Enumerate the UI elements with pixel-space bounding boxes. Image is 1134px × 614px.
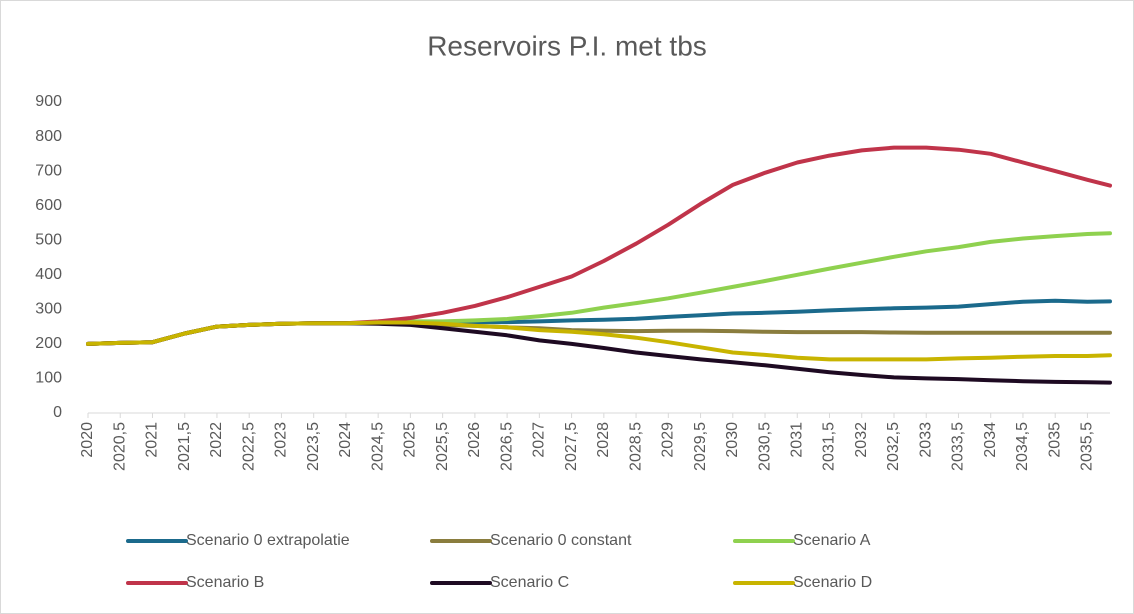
x-tick-label: 2035,5 xyxy=(1079,422,1096,471)
x-tick-label: 2031,5 xyxy=(821,422,838,471)
y-tick-label: 100 xyxy=(35,370,62,387)
x-tick-label: 2021,5 xyxy=(176,422,193,471)
x-tick-label: 2027 xyxy=(531,422,548,458)
x-tick-label: 2026,5 xyxy=(498,422,515,471)
y-tick-label: 900 xyxy=(35,93,62,110)
x-tick-label: 2024 xyxy=(337,422,354,458)
x-tick-label: 2032,5 xyxy=(885,422,902,471)
x-tick-label: 2026 xyxy=(466,422,483,458)
x-tick-label: 2020 xyxy=(79,422,96,458)
x-tick-label: 2021 xyxy=(144,422,161,458)
legend-label: Scenario B xyxy=(186,574,264,591)
y-tick-label: 300 xyxy=(35,301,62,318)
x-tick-label: 2022,5 xyxy=(240,422,257,471)
x-tick-label: 2020,5 xyxy=(111,422,128,471)
x-tick-label: 2025 xyxy=(402,422,419,458)
x-tick-label: 2033 xyxy=(917,422,934,458)
x-tick-label: 2023,5 xyxy=(305,422,322,471)
x-tick-label: 2030,5 xyxy=(756,422,773,471)
x-tick-label: 2034 xyxy=(982,422,999,458)
x-tick-label: 2031 xyxy=(788,422,805,458)
x-tick-label: 2028,5 xyxy=(627,422,644,471)
chart-title: Reservoirs P.I. met tbs xyxy=(427,30,707,61)
x-tick-label: 2025,5 xyxy=(434,422,451,471)
y-tick-label: 700 xyxy=(35,162,62,179)
legend-label: Scenario D xyxy=(793,574,872,591)
x-tick-label: 2030 xyxy=(724,422,741,458)
x-tick-label: 2028 xyxy=(595,422,612,458)
series-line xyxy=(86,320,1112,362)
y-tick-label: 500 xyxy=(35,231,62,248)
y-tick-label: 600 xyxy=(35,197,62,214)
x-tick-label: 2029 xyxy=(660,422,677,458)
y-tick-label: 200 xyxy=(35,335,62,352)
x-tick-label: 2029,5 xyxy=(692,422,709,471)
legend-label: Scenario 0 extrapolatie xyxy=(186,532,350,549)
legend-label: Scenario A xyxy=(793,532,871,549)
x-tick-label: 2034,5 xyxy=(1014,422,1031,471)
x-tick-label: 2023 xyxy=(273,422,290,458)
y-tick-label: 800 xyxy=(35,128,62,145)
y-tick-label: 400 xyxy=(35,266,62,283)
x-tick-label: 2032 xyxy=(853,422,870,458)
x-tick-label: 2024,5 xyxy=(369,422,386,471)
x-tick-label: 2035 xyxy=(1046,422,1063,458)
y-tick-label: 0 xyxy=(53,404,62,421)
x-tick-label: 2033,5 xyxy=(950,422,967,471)
x-tick-label: 2027,5 xyxy=(563,422,580,471)
legend-label: Scenario C xyxy=(490,574,569,591)
x-tick-label: 2022 xyxy=(208,422,225,458)
legend-label: Scenario 0 constant xyxy=(490,532,632,549)
